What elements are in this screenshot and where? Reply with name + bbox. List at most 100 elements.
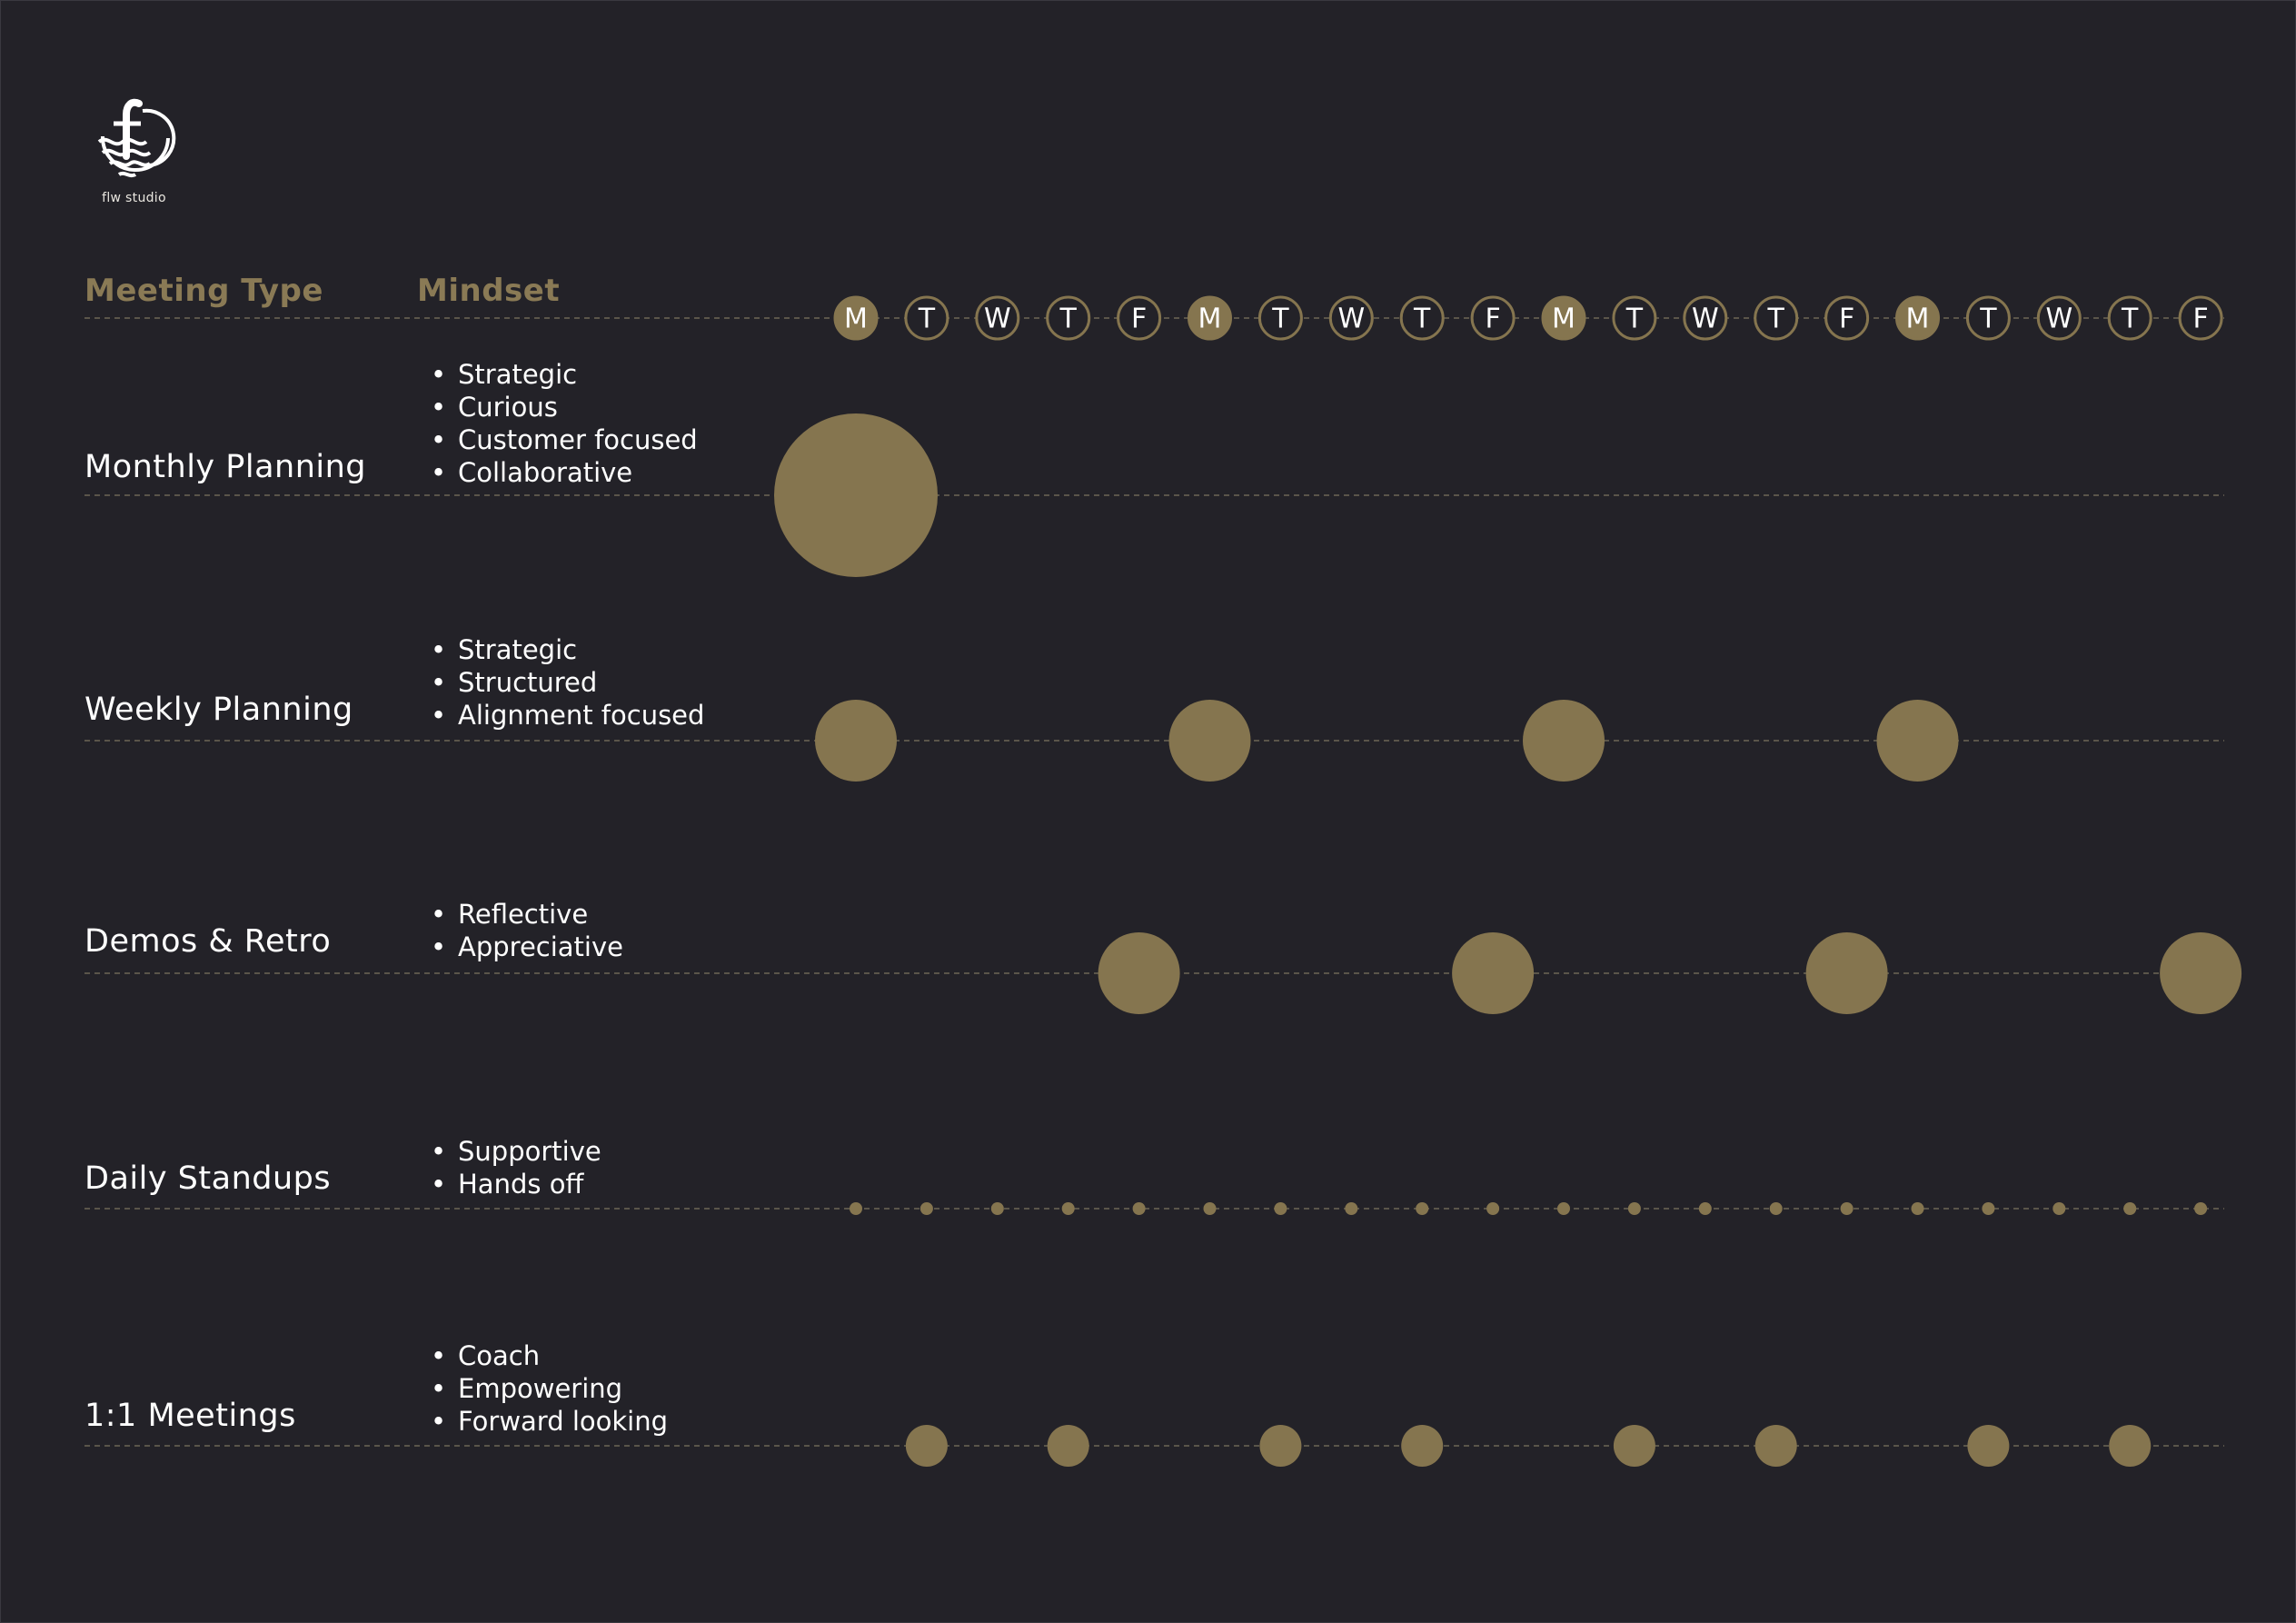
mindset-list-monthly-planning: Strategic Curious Customer focused Colla… xyxy=(431,358,698,489)
day-marker: F xyxy=(1470,295,1516,341)
day-marker: T xyxy=(1965,295,2011,341)
meeting-dot xyxy=(919,1202,933,1215)
day-letter: T xyxy=(1059,304,1078,335)
meeting-dot xyxy=(1416,1202,1429,1215)
day-marker-circle xyxy=(833,295,879,341)
day-letter: W xyxy=(1337,304,1365,335)
day-marker: W xyxy=(975,295,1020,341)
meeting-dot xyxy=(2123,1202,2137,1215)
day-letter: M xyxy=(1552,304,1575,335)
mindset-item: Structured xyxy=(431,666,704,699)
guide-lines xyxy=(84,317,2224,1447)
flw-studio-logo: flw studio xyxy=(86,91,182,214)
day-letter: F xyxy=(1131,304,1147,335)
day-letter: T xyxy=(1271,304,1289,335)
day-marker-circle xyxy=(1328,295,1374,341)
mindset-item: Customer focused xyxy=(431,423,698,456)
day-marker: W xyxy=(1328,295,1374,341)
meeting-dot xyxy=(1982,1202,1995,1215)
meeting-dot xyxy=(2160,932,2242,1014)
meeting-dot xyxy=(1132,1202,1146,1215)
meeting-dot xyxy=(1259,1425,1302,1467)
day-marker-circle xyxy=(904,295,949,341)
meeting-dot xyxy=(850,1202,862,1215)
mindset-item: Curious xyxy=(431,391,698,423)
day-letter: T xyxy=(2121,304,2139,335)
mindset-item: Reflective xyxy=(431,898,623,931)
meeting-dot xyxy=(2109,1425,2152,1467)
day-marker-circle xyxy=(1257,295,1303,341)
mindset-item: Strategic xyxy=(431,633,704,666)
day-marker: F xyxy=(1117,295,1162,341)
meeting-dot xyxy=(990,1202,1004,1215)
mindset-list-demos-retro: Reflective Appreciative xyxy=(431,898,623,963)
day-marker-circle xyxy=(1965,295,2011,341)
mindset-list-1-1-meetings: Coach Empowering Forward looking xyxy=(431,1339,668,1438)
meeting-dot xyxy=(1098,932,1180,1014)
day-marker-circle xyxy=(1117,295,1162,341)
meeting-dot xyxy=(1627,1202,1641,1215)
day-marker: T xyxy=(904,295,949,341)
meeting-dot xyxy=(1274,1202,1287,1215)
meeting-dot xyxy=(1523,700,1605,782)
meeting-dot xyxy=(1967,1425,2010,1467)
meeting-dot xyxy=(1754,1425,1797,1467)
day-marker-circle xyxy=(1895,295,1940,341)
meeting-dot xyxy=(1061,1202,1075,1215)
meeting-dot xyxy=(2194,1202,2208,1215)
meeting-dot xyxy=(1840,1202,1854,1215)
day-marker-circle xyxy=(2036,295,2082,341)
day-marker-circle xyxy=(1754,295,1799,341)
day-marker-circle xyxy=(2107,295,2152,341)
meeting-dot xyxy=(905,1425,948,1467)
meeting-dot xyxy=(1769,1202,1783,1215)
meeting-dot xyxy=(1047,1425,1089,1467)
mindset-item: Supportive xyxy=(431,1135,601,1168)
day-marker-circle xyxy=(1612,295,1657,341)
meeting-dots xyxy=(774,413,2242,1467)
day-marker-circle xyxy=(1399,295,1445,341)
day-letter: F xyxy=(1839,304,1854,335)
day-letter: F xyxy=(2192,304,2208,335)
meeting-dot xyxy=(1345,1202,1358,1215)
meeting-dot xyxy=(774,413,938,577)
day-marker: M xyxy=(833,295,879,341)
day-letter: M xyxy=(1906,304,1930,335)
day-letter: W xyxy=(984,304,1011,335)
mindset-item: Coach xyxy=(431,1339,668,1372)
day-marker-circle xyxy=(1188,295,1232,341)
meeting-dot xyxy=(1203,1202,1217,1215)
day-marker: T xyxy=(1399,295,1445,341)
mindset-item: Empowering xyxy=(431,1372,668,1405)
meeting-dot xyxy=(1452,932,1535,1014)
day-letter: M xyxy=(1198,304,1222,335)
day-marker: W xyxy=(1683,295,1728,341)
day-marker: T xyxy=(1754,295,1799,341)
day-letter: T xyxy=(1413,304,1431,335)
day-marker-circle xyxy=(975,295,1020,341)
mindset-list-weekly-planning: Strategic Structured Alignment focused xyxy=(431,633,704,732)
row-title-1-1-meetings: 1:1 Meetings xyxy=(84,1398,296,1434)
day-marker-circle xyxy=(1824,295,1870,341)
meeting-dot xyxy=(1911,1202,1924,1215)
mindset-item: Appreciative xyxy=(431,931,623,963)
day-marker: F xyxy=(2178,295,2223,341)
day-letter: M xyxy=(844,304,868,335)
row-title-monthly-planning: Monthly Planning xyxy=(84,449,367,485)
day-marker-circle xyxy=(1683,295,1728,341)
mindset-item: Collaborative xyxy=(431,456,698,489)
day-marker: T xyxy=(1046,295,1091,341)
row-title-daily-standups: Daily Standups xyxy=(84,1160,332,1197)
meeting-dot xyxy=(2052,1202,2066,1215)
day-marker: M xyxy=(1188,295,1232,341)
day-letter: T xyxy=(1767,304,1785,335)
day-marker: T xyxy=(1257,295,1303,341)
mindset-item: Alignment focused xyxy=(431,699,704,732)
flw-studio-logo-icon xyxy=(97,98,176,178)
meeting-dot xyxy=(1486,1202,1500,1215)
meeting-dot xyxy=(1613,1425,1655,1467)
meeting-dot xyxy=(815,700,897,782)
day-marker-circle xyxy=(1541,295,1586,341)
